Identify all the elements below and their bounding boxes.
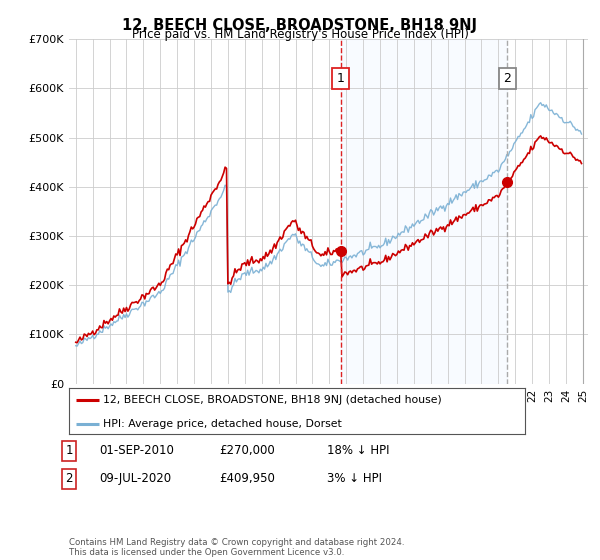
Text: Price paid vs. HM Land Registry's House Price Index (HPI): Price paid vs. HM Land Registry's House … <box>131 28 469 41</box>
Text: 3% ↓ HPI: 3% ↓ HPI <box>327 472 382 486</box>
Text: 01-SEP-2010: 01-SEP-2010 <box>99 444 174 458</box>
Text: 2: 2 <box>503 72 511 85</box>
Text: Contains HM Land Registry data © Crown copyright and database right 2024.
This d: Contains HM Land Registry data © Crown c… <box>69 538 404 557</box>
Text: 12, BEECH CLOSE, BROADSTONE, BH18 9NJ (detached house): 12, BEECH CLOSE, BROADSTONE, BH18 9NJ (d… <box>103 395 442 405</box>
Text: 09-JUL-2020: 09-JUL-2020 <box>99 472 171 486</box>
Text: 18% ↓ HPI: 18% ↓ HPI <box>327 444 389 458</box>
Text: 12, BEECH CLOSE, BROADSTONE, BH18 9NJ: 12, BEECH CLOSE, BROADSTONE, BH18 9NJ <box>122 18 478 33</box>
Text: 2: 2 <box>65 472 73 486</box>
Text: 1: 1 <box>337 72 344 85</box>
Bar <box>341 39 507 384</box>
Text: £270,000: £270,000 <box>219 444 275 458</box>
Text: £409,950: £409,950 <box>219 472 275 486</box>
Text: 1: 1 <box>65 444 73 458</box>
Text: HPI: Average price, detached house, Dorset: HPI: Average price, detached house, Dors… <box>103 419 342 429</box>
